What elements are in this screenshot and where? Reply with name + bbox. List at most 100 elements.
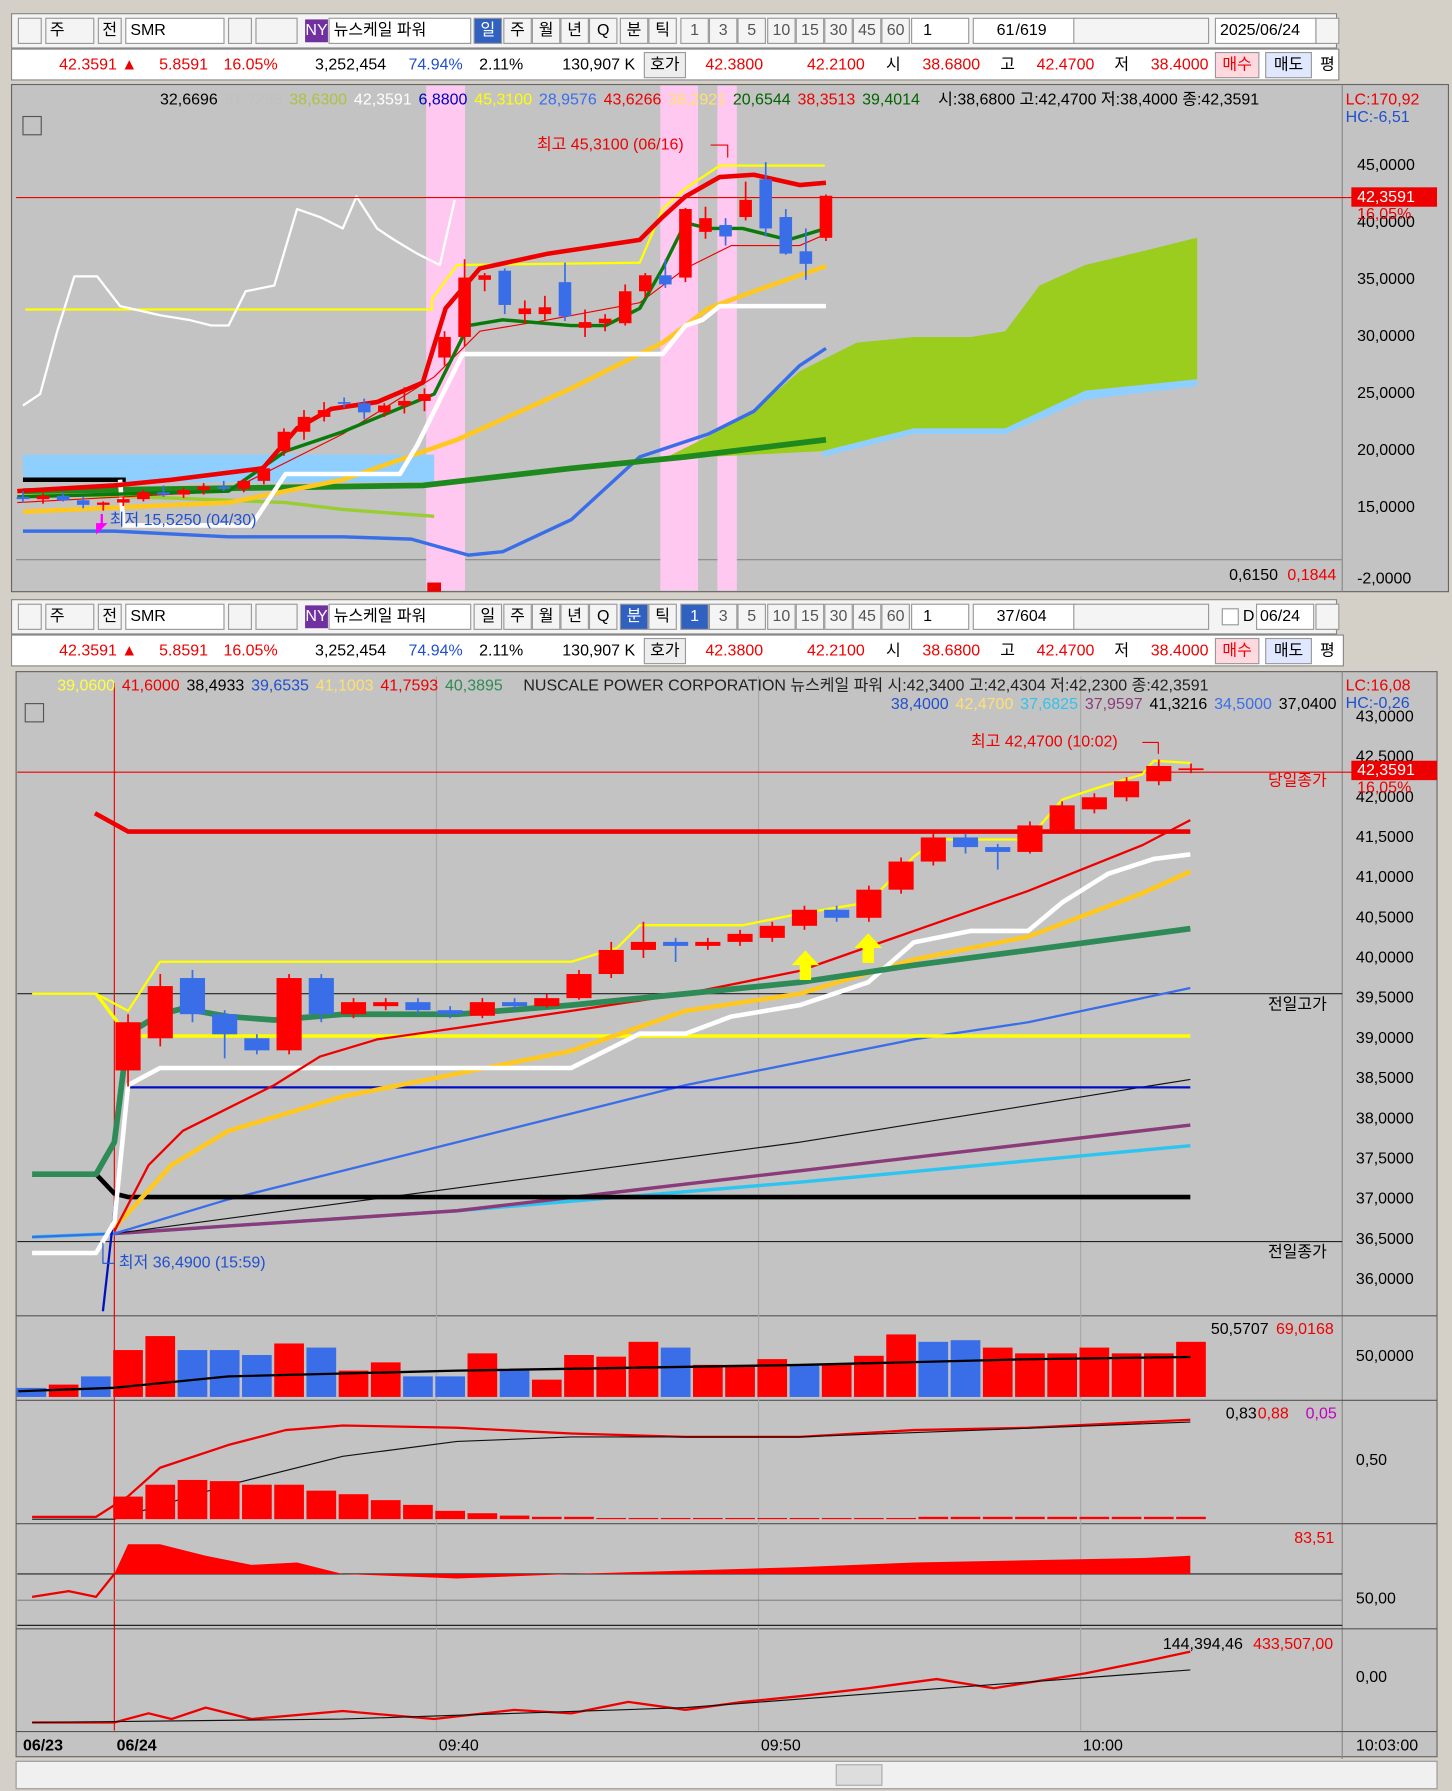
button[interactable]	[227, 603, 252, 630]
button[interactable]	[680, 603, 709, 630]
date-input[interactable]: 2025/06/24	[1220, 22, 1300, 39]
button[interactable]	[531, 603, 561, 630]
button[interactable]	[1315, 603, 1340, 630]
button[interactable]	[1221, 608, 1239, 626]
button[interactable]	[588, 603, 618, 630]
button[interactable]	[737, 603, 766, 630]
button[interactable]	[708, 17, 738, 44]
button[interactable]	[503, 603, 532, 630]
button[interactable]	[328, 17, 472, 44]
period-button[interactable]: 주	[510, 22, 525, 39]
market-button[interactable]: 주	[50, 22, 65, 39]
button[interactable]	[45, 603, 95, 630]
period-button[interactable]: 년	[567, 21, 582, 39]
unit-input[interactable]: 1	[923, 608, 932, 625]
button[interactable]	[911, 603, 970, 630]
interval-button[interactable]: 10	[773, 608, 791, 625]
button[interactable]	[852, 17, 882, 44]
period-button[interactable]: 월	[539, 607, 554, 625]
button[interactable]	[881, 603, 910, 630]
button[interactable]	[227, 17, 252, 44]
button[interactable]	[473, 17, 503, 44]
button[interactable]	[255, 603, 298, 630]
button[interactable]	[767, 17, 796, 44]
period-button[interactable]: 분	[627, 608, 642, 625]
period-button[interactable]: 월	[539, 21, 554, 39]
button[interactable]	[17, 603, 42, 630]
period-button[interactable]: 분	[627, 22, 642, 39]
interval-button[interactable]: 15	[801, 608, 819, 625]
button[interactable]	[1214, 51, 1260, 79]
button[interactable]	[795, 603, 825, 630]
interval-button[interactable]: 30	[830, 22, 848, 39]
button[interactable]	[1073, 17, 1210, 44]
interval-button[interactable]: 60	[887, 22, 905, 39]
button[interactable]	[1214, 17, 1317, 44]
button[interactable]	[1265, 637, 1312, 665]
button[interactable]	[531, 17, 561, 44]
prev-button[interactable]: 전	[102, 607, 117, 625]
button[interactable]	[648, 603, 677, 630]
button[interactable]	[824, 17, 853, 44]
period-button[interactable]: 년	[567, 607, 582, 625]
interval-button[interactable]: 1	[690, 608, 699, 625]
button[interactable]	[619, 17, 649, 44]
button[interactable]	[680, 17, 709, 44]
scrollbar[interactable]	[15, 1760, 1438, 1790]
button[interactable]	[560, 603, 589, 630]
period-button[interactable]: 일	[480, 21, 495, 39]
button[interactable]	[972, 603, 1077, 630]
button[interactable]	[125, 603, 225, 630]
grid-icon[interactable]	[22, 115, 42, 136]
interval-button[interactable]: 60	[887, 608, 905, 625]
interval-button[interactable]: 1	[690, 22, 699, 39]
button[interactable]	[619, 603, 649, 630]
date-input[interactable]: 06/24	[1260, 608, 1300, 625]
scroll-thumb[interactable]	[835, 1764, 883, 1786]
button[interactable]	[795, 17, 825, 44]
interval-button[interactable]: 5	[747, 22, 756, 39]
button[interactable]	[588, 17, 618, 44]
period-button[interactable]: 틱	[655, 607, 670, 625]
button[interactable]	[1073, 603, 1210, 630]
symbol-input[interactable]: SMR	[130, 608, 166, 625]
button[interactable]	[125, 17, 225, 44]
button[interactable]	[824, 603, 853, 630]
quote-buy[interactable]: 매수	[1222, 55, 1251, 73]
period-button[interactable]: Q	[597, 22, 609, 39]
button[interactable]	[97, 603, 122, 630]
period-button[interactable]: 일	[480, 607, 495, 625]
market-button[interactable]: 주	[50, 608, 65, 625]
interval-button[interactable]: 3	[719, 608, 728, 625]
interval-button[interactable]: 45	[858, 608, 876, 625]
button[interactable]	[648, 17, 677, 44]
interval-button[interactable]: 15	[801, 22, 819, 39]
button[interactable]	[881, 17, 910, 44]
button[interactable]	[1265, 51, 1312, 79]
button[interactable]	[767, 603, 796, 630]
interval-button[interactable]: 5	[747, 608, 756, 625]
quote-buy[interactable]: 매수	[1222, 641, 1251, 659]
symbol-input[interactable]: SMR	[130, 22, 166, 39]
button[interactable]	[852, 603, 882, 630]
button[interactable]	[1255, 603, 1315, 630]
button[interactable]	[1214, 637, 1260, 665]
period-button[interactable]: 주	[510, 608, 525, 625]
button[interactable]	[1315, 17, 1340, 44]
period-button[interactable]: Q	[597, 608, 609, 625]
button[interactable]	[708, 603, 738, 630]
interval-button[interactable]: 3	[719, 22, 728, 39]
button[interactable]	[503, 17, 532, 44]
unit-input[interactable]: 1	[923, 22, 932, 39]
button[interactable]	[45, 17, 95, 44]
quote-sell[interactable]: 매도	[1274, 641, 1303, 659]
button[interactable]	[560, 17, 589, 44]
button[interactable]	[473, 603, 503, 630]
grid-icon[interactable]	[24, 703, 45, 723]
button[interactable]	[328, 603, 472, 630]
quote-sell[interactable]: 매도	[1274, 55, 1303, 73]
interval-button[interactable]: 30	[830, 608, 848, 625]
interval-button[interactable]: 45	[858, 22, 876, 39]
prev-button[interactable]: 전	[102, 21, 117, 39]
interval-button[interactable]: 10	[773, 22, 791, 39]
